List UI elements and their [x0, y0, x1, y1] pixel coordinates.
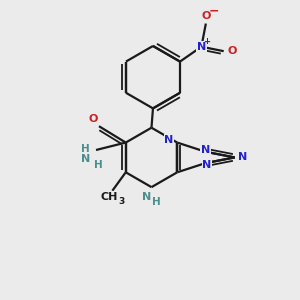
Text: CH: CH: [101, 192, 118, 202]
Text: N: N: [197, 42, 206, 52]
Text: O: O: [88, 114, 98, 124]
Text: N: N: [202, 160, 211, 170]
Text: +: +: [203, 37, 210, 46]
Text: N: N: [238, 152, 247, 162]
Text: H: H: [94, 160, 103, 170]
Text: 3: 3: [119, 197, 125, 206]
Text: N: N: [142, 192, 152, 202]
Text: −: −: [209, 4, 219, 17]
Text: N: N: [201, 145, 210, 155]
Text: H: H: [81, 143, 90, 154]
Text: N: N: [81, 154, 90, 164]
Text: H: H: [152, 197, 161, 207]
Text: O: O: [201, 11, 211, 21]
Text: O: O: [227, 46, 237, 56]
Text: N: N: [164, 135, 173, 145]
